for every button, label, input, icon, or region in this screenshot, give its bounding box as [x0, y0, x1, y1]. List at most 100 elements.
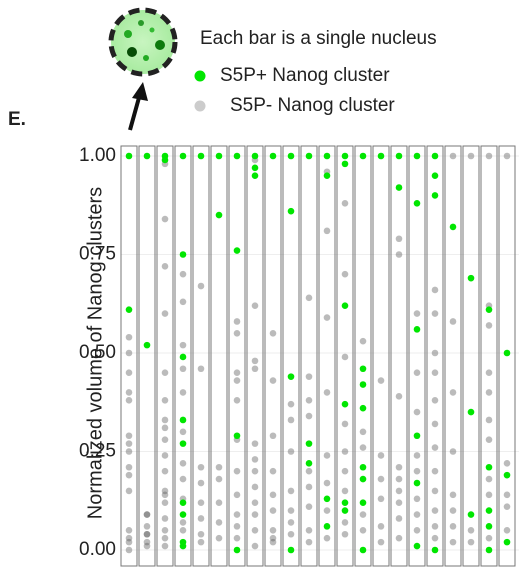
- nucleus-bar: [408, 145, 426, 567]
- cluster-dot: [179, 475, 187, 483]
- legend-label: S5P- Nanog cluster: [230, 95, 395, 116]
- cluster-dot: [251, 164, 259, 172]
- cluster-dot: [233, 491, 241, 499]
- legend-swatch: [194, 100, 206, 112]
- cluster-dot: [143, 511, 151, 518]
- cluster-dot: [251, 152, 259, 160]
- cluster-dot: [143, 523, 151, 530]
- cluster-dot: [161, 452, 169, 459]
- cluster-dot: [197, 463, 205, 471]
- cluster-dot: [395, 515, 403, 522]
- cluster-dot: [179, 353, 187, 361]
- cluster-dot: [179, 428, 187, 436]
- cluster-dot: [485, 523, 493, 530]
- cluster-dot: [179, 298, 187, 306]
- cluster-dot: [233, 534, 241, 542]
- cluster-dot: [359, 499, 367, 507]
- cluster-dot: [341, 199, 349, 207]
- cluster-dot: [125, 432, 133, 440]
- cluster-dot: [323, 495, 331, 503]
- y-tick-label: 1.00: [79, 145, 116, 166]
- cluster-dot: [305, 440, 313, 447]
- cluster-dot: [341, 519, 349, 526]
- cluster-dot: [251, 440, 259, 447]
- cluster-dot: [287, 207, 295, 215]
- nucleus-bar: [282, 145, 300, 567]
- cluster-dot: [431, 534, 439, 542]
- cluster-dot: [215, 152, 223, 160]
- cluster-dot: [161, 467, 169, 475]
- cluster-dot: [485, 306, 493, 313]
- cluster-dot: [305, 396, 313, 404]
- y-tick-label: 0.75: [79, 244, 116, 265]
- cluster-dot: [125, 396, 133, 404]
- cluster-dot: [251, 456, 259, 463]
- cluster-dot: [359, 152, 367, 160]
- cluster-dot: [503, 349, 511, 357]
- cluster-dot: [395, 235, 403, 243]
- cluster-dot: [467, 527, 475, 534]
- cluster-dot: [305, 294, 313, 302]
- cluster-dot: [233, 432, 241, 440]
- cluster-dot: [395, 475, 403, 483]
- nucleus-bar: [228, 145, 246, 567]
- cluster-dot: [431, 152, 439, 160]
- cluster-dot: [125, 471, 133, 479]
- cluster-dot: [269, 491, 277, 499]
- cluster-dot: [179, 542, 187, 550]
- cluster-dot: [323, 523, 331, 530]
- cluster-dot: [377, 523, 385, 530]
- cluster-dot: [431, 192, 439, 199]
- cluster-dot: [467, 274, 475, 282]
- nucleus-bar: [390, 145, 408, 567]
- cluster-dot: [179, 365, 187, 373]
- cluster-dot: [359, 444, 367, 451]
- cluster-dot: [341, 499, 349, 507]
- cluster-dot: [395, 463, 403, 471]
- cluster-dot: [305, 527, 313, 534]
- cluster-dot: [485, 389, 493, 396]
- cluster-dot: [395, 499, 403, 507]
- cluster-dot: [287, 373, 295, 380]
- cluster-dot: [161, 499, 169, 507]
- cluster-dot: [269, 152, 277, 160]
- cluster-dot: [467, 538, 475, 546]
- cluster-dot: [179, 499, 187, 507]
- cluster-dot: [413, 467, 421, 475]
- cluster-dot: [143, 530, 151, 538]
- cluster-dot: [161, 263, 169, 270]
- cluster-dot: [305, 483, 313, 491]
- y-tick-label: 0.50: [79, 342, 116, 363]
- cluster-dot: [161, 491, 169, 499]
- cluster-dot: [467, 408, 475, 416]
- cluster-dot: [251, 365, 259, 373]
- cluster-dot: [125, 333, 133, 341]
- cluster-dot: [197, 152, 205, 160]
- cluster-dot: [251, 467, 259, 475]
- cluster-dot: [359, 475, 367, 483]
- cluster-dot: [125, 152, 133, 160]
- cluster-dot: [431, 507, 439, 514]
- cluster-dot: [395, 487, 403, 495]
- cluster-dot: [287, 152, 295, 160]
- cluster-dot: [251, 302, 259, 310]
- cluster-dot: [251, 511, 259, 518]
- nucleus-bar: [444, 145, 462, 567]
- cluster-dot: [161, 542, 169, 550]
- cluster-dot: [413, 432, 421, 440]
- cluster-dot: [161, 416, 169, 424]
- cluster-dot: [233, 546, 241, 554]
- cluster-dot: [161, 310, 169, 317]
- cluster-dot: [395, 393, 403, 400]
- cluster-dot: [341, 467, 349, 475]
- cluster-dot: [233, 330, 241, 337]
- cluster-dot: [179, 511, 187, 518]
- cluster-dot: [485, 534, 493, 542]
- cluster-dot: [251, 527, 259, 534]
- y-axis-label: Normalized volume of Nanog clusters: [84, 187, 106, 519]
- cluster-dot: [287, 416, 295, 424]
- nucleus-bar: [498, 145, 516, 567]
- cluster-dot: [323, 227, 331, 235]
- cluster-dot: [431, 286, 439, 294]
- cluster-dot: [233, 152, 241, 160]
